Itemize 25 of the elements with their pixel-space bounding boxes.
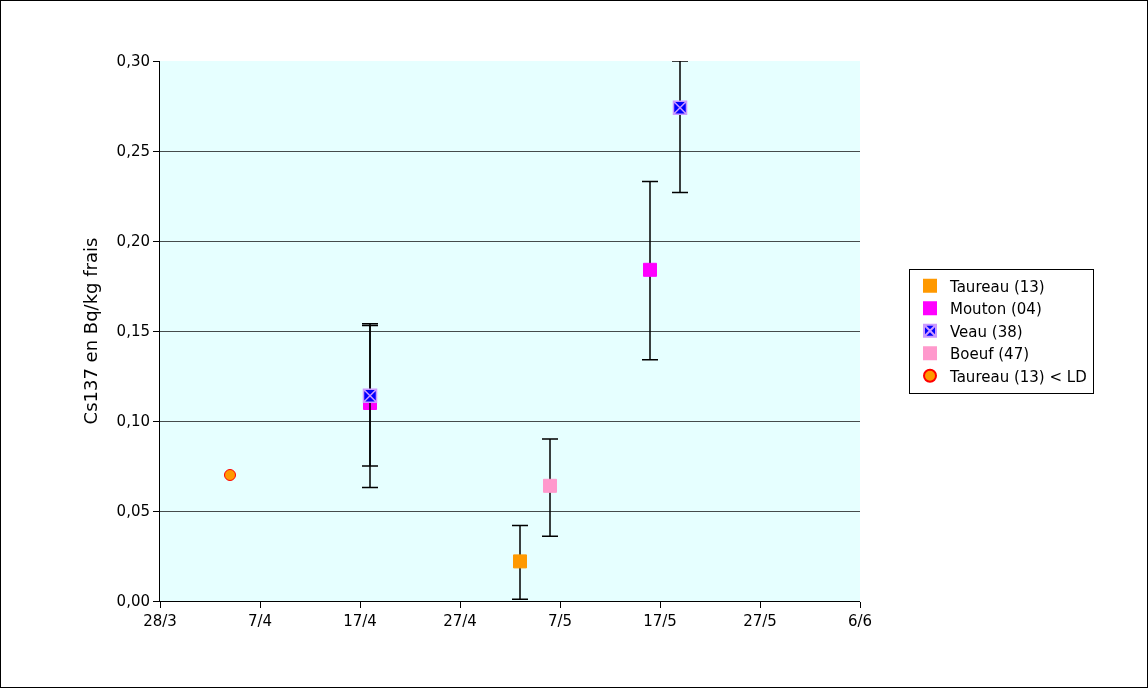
legend-label: Mouton (04) [950,300,1042,319]
point [224,469,236,481]
point [543,478,557,493]
y-tick-label: 0,10 [116,412,150,431]
y-tick-label: 0,20 [116,232,150,251]
point [643,262,657,277]
y-tick-label: 0,30 [116,52,150,71]
x-tick-label: 7/4 [247,612,273,630]
point [513,554,527,569]
x-tick-label: 28/3 [143,612,177,630]
x-tick-label: 6/6 [847,612,873,630]
x-tick-label: 27/5 [743,612,777,630]
legend-label: Taureau (13) [949,277,1045,296]
y-tick-label: 0,00 [116,592,150,611]
legend-label: Veau (38) [950,322,1023,341]
y-tick-label: 0,15 [116,322,150,341]
legend-label: Taureau (13) < LD [949,367,1087,386]
x-tick-label: 27/4 [443,612,477,630]
x-tick-label: 17/4 [343,612,377,630]
y-tick-label: 0,05 [116,502,150,521]
x-tick-label: 7/5 [547,612,573,630]
y-axis-title: Cs137 en Bq/kg frais [79,237,101,425]
x-tick-label: 17/5 [643,612,677,630]
y-tick-label: 0,25 [116,142,150,161]
legend-label: Boeuf (47) [950,345,1030,364]
